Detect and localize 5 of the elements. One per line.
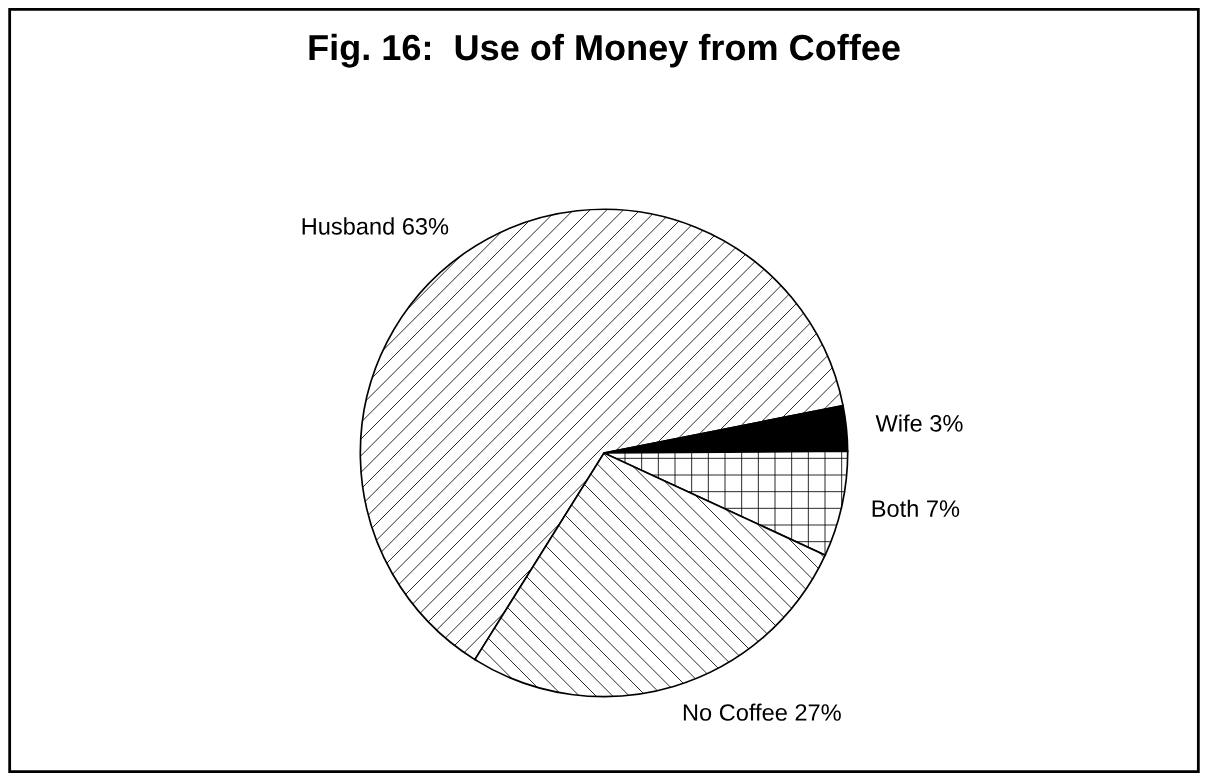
chart-title: Fig. 16: Use of Money from Coffee xyxy=(309,33,900,68)
slice-label: Both 7% xyxy=(872,499,960,517)
slice-label: No Coffee 27% xyxy=(683,703,841,721)
slice-label: Wife 3% xyxy=(875,414,963,432)
slice-label: Husband 63% xyxy=(302,217,449,235)
